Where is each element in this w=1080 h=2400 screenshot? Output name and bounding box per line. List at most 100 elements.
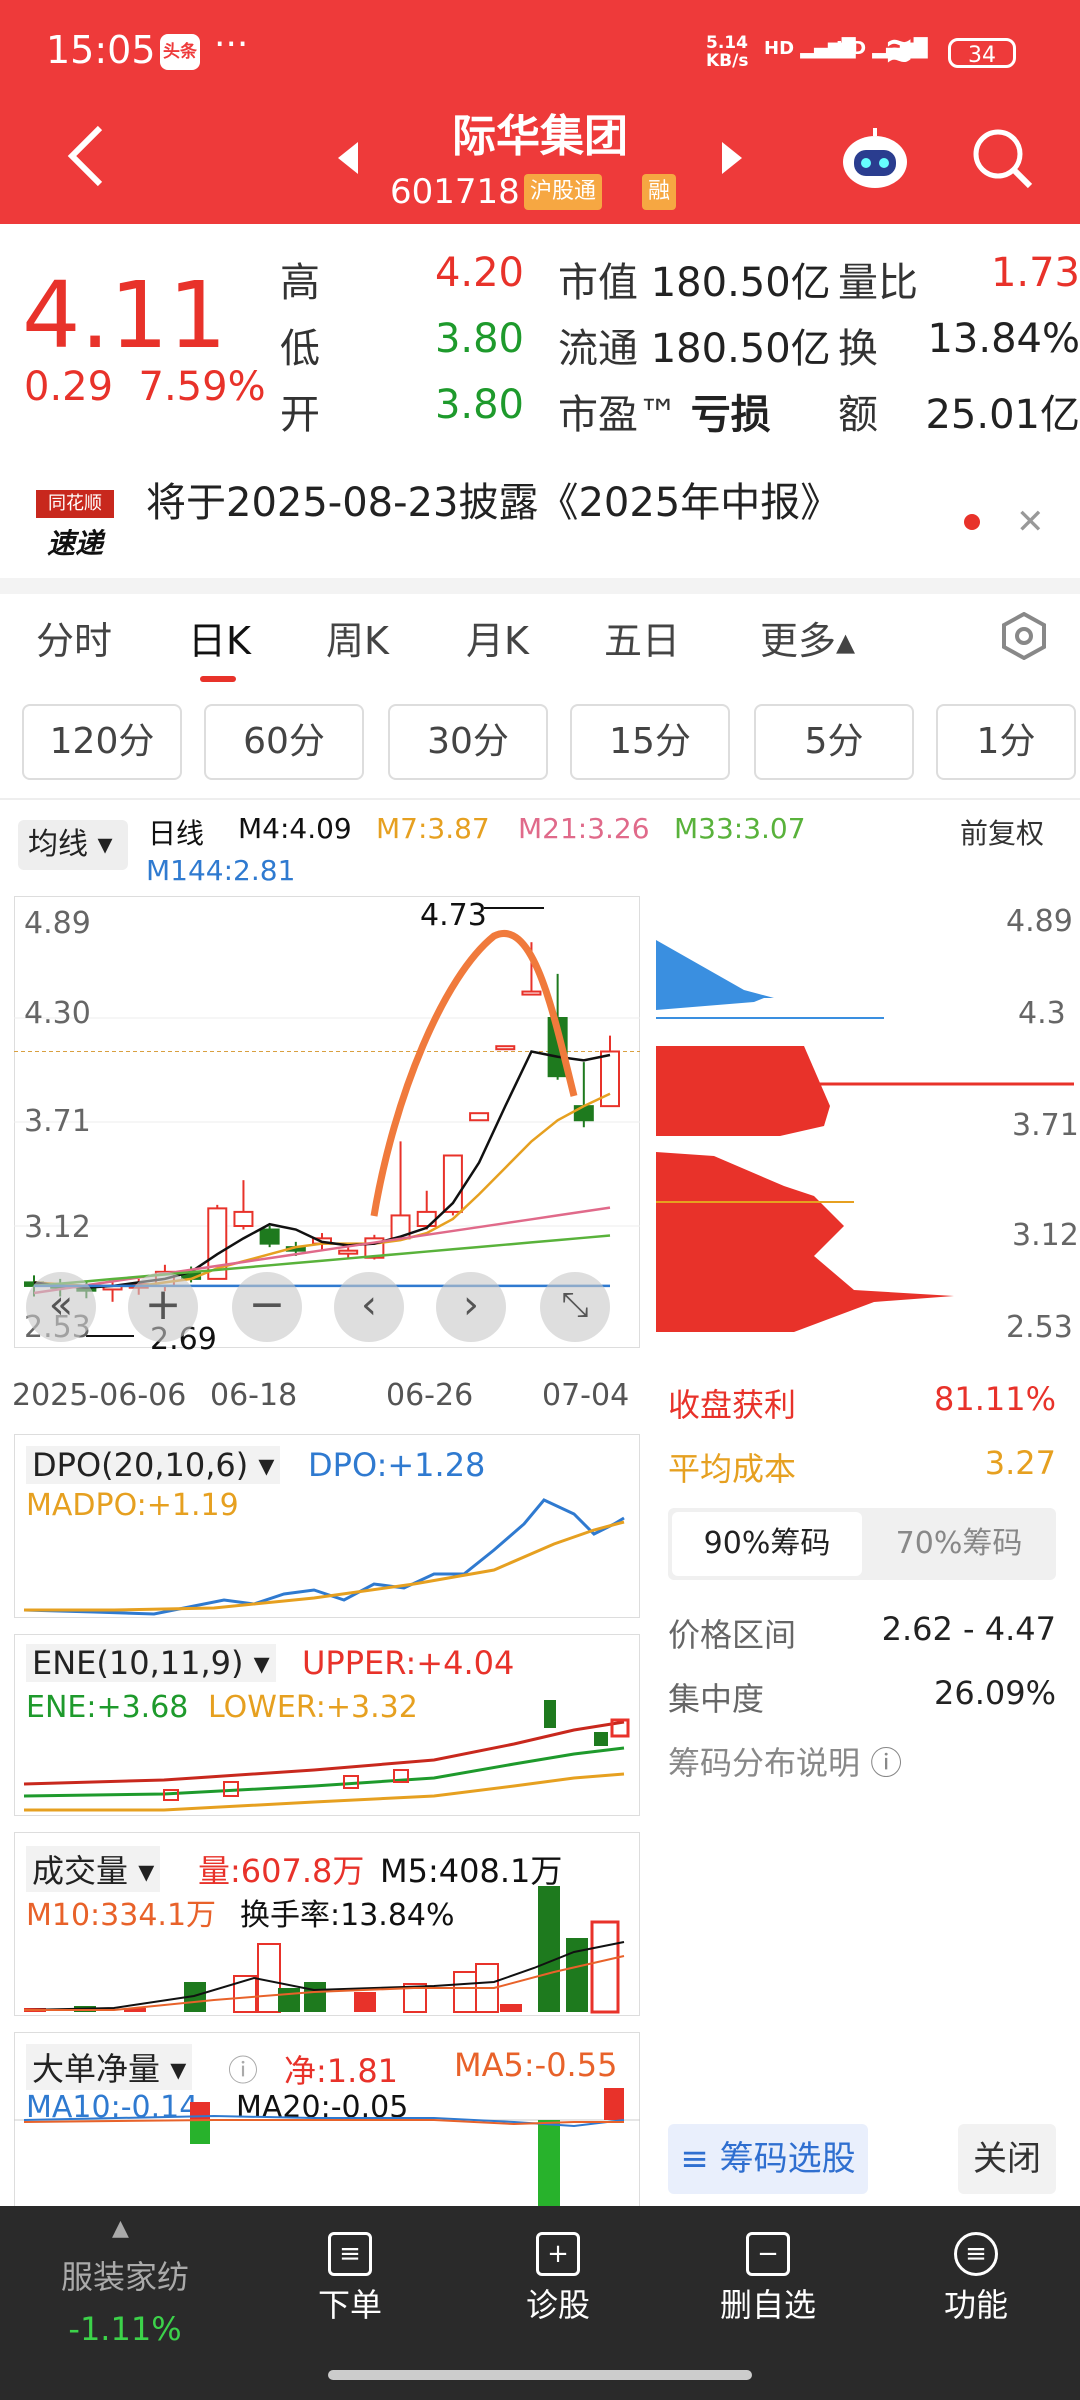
- function-icon[interactable]: ≡: [954, 2232, 998, 2276]
- range-label: 价格区间: [668, 1616, 797, 1654]
- remove-watchlist-icon[interactable]: −: [746, 2232, 790, 2276]
- signal-icon: HD ▂▄▆█: [764, 38, 856, 59]
- period-60m[interactable]: 60分: [204, 704, 364, 780]
- volume-panel: [14, 1832, 640, 2016]
- candle-body: [259, 1228, 280, 1245]
- amount-value: 25.01亿: [925, 392, 1080, 438]
- dpo-selector[interactable]: DPO(20,10,6) ▾: [26, 1446, 281, 1484]
- ths-logo-bottom: 速递: [46, 527, 103, 560]
- indicator-selector[interactable]: 均线 ▾: [18, 820, 128, 870]
- period-1m[interactable]: 1分: [936, 704, 1076, 780]
- nav-diagnose[interactable]: 诊股: [525, 2286, 590, 2324]
- tab-intraday[interactable]: 分时: [36, 619, 113, 663]
- back-icon[interactable]: [66, 124, 106, 192]
- madpo-value: MADPO:+1.19: [26, 1488, 239, 1523]
- sector-name[interactable]: 服装家纺: [60, 2258, 189, 2296]
- settings-icon[interactable]: [1000, 611, 1048, 664]
- price-change: 0.29 7.59%: [24, 364, 266, 410]
- nav-order[interactable]: 下单: [317, 2286, 382, 2324]
- tab-daily-k[interactable]: 日K: [188, 619, 251, 663]
- ma33-legend: M33:3.07: [674, 812, 806, 845]
- vr-label: 量比: [838, 260, 918, 306]
- tab-five-day[interactable]: 五日: [604, 619, 681, 663]
- ma4-line: [33, 1050, 611, 1289]
- dpo-panel: [14, 1434, 640, 1618]
- profit-value: 81.11%: [933, 1380, 1056, 1418]
- toutiao-badge-icon: 头条: [160, 34, 200, 70]
- help-icon[interactable]: ⓘ: [228, 2054, 258, 2089]
- mcap-label: 市值 180.50亿: [558, 260, 831, 306]
- tab-underline: [200, 676, 236, 682]
- annotation-stroke: [370, 930, 578, 1217]
- period-120m[interactable]: 120分: [22, 704, 182, 780]
- nav-remove-watchlist[interactable]: 删自选: [719, 2286, 816, 2324]
- zoom-in-icon[interactable]: +: [128, 1272, 198, 1342]
- kline-chart[interactable]: [14, 896, 640, 1348]
- float-label: 流通 180.50亿: [558, 326, 831, 372]
- volume-selector[interactable]: 成交量 ▾: [26, 1846, 161, 1892]
- concentration-value: 26.09%: [933, 1674, 1056, 1712]
- period-15m[interactable]: 15分: [570, 704, 730, 780]
- volume-m5: M5:408.1万: [380, 1852, 563, 1890]
- sector-change: -1.11%: [68, 2310, 182, 2348]
- open-label: 开: [280, 392, 320, 438]
- x-tick-0: 2025-06-06: [12, 1378, 187, 1413]
- close-notice-icon[interactable]: ✕: [1016, 502, 1045, 542]
- scroll-left-icon[interactable]: ‹: [334, 1272, 404, 1342]
- dpo-value: DPO:+1.28: [308, 1446, 486, 1484]
- turnover-value: 13.84%: [927, 316, 1080, 362]
- chip-y-3: 3.12: [1012, 1218, 1079, 1253]
- tab-weekly-k[interactable]: 周K: [326, 619, 389, 663]
- collapse-arrow-icon[interactable]: ▲: [112, 2216, 129, 2241]
- x-tick-1: 06-18: [210, 1378, 298, 1413]
- chip-y-2: 3.71: [1012, 1108, 1079, 1143]
- robot-icon[interactable]: [840, 126, 910, 196]
- chip-explain-link[interactable]: 筹码分布说明 ⓘ: [668, 1744, 903, 1782]
- amount-label: 额: [838, 392, 878, 438]
- y-tick-1: 4.30: [24, 996, 91, 1031]
- volume-turnover: 换手率:13.84%: [240, 1898, 455, 1933]
- bigorder-selector[interactable]: 大单净量 ▾: [26, 2044, 193, 2090]
- chip-select-button[interactable]: ≡ 筹码选股: [668, 2124, 868, 2194]
- volume-value: 量:607.8万: [198, 1852, 365, 1890]
- zoom-out-icon[interactable]: −: [232, 1272, 302, 1342]
- fullscreen-icon[interactable]: ⤡: [540, 1272, 610, 1342]
- chip-tab-70[interactable]: 70%筹码: [895, 1526, 1023, 1561]
- notice-text[interactable]: 将于2025-08-23披露《2025年中报》: [146, 480, 841, 526]
- ths-logo-top: 同花顺: [36, 490, 114, 518]
- chip-tab-90[interactable]: 90%筹码: [672, 1512, 862, 1576]
- nav-function[interactable]: 功能: [943, 2286, 1008, 2324]
- scroll-right-icon[interactable]: ›: [436, 1272, 506, 1342]
- next-stock-icon[interactable]: [720, 140, 744, 180]
- tab-monthly-k[interactable]: 月K: [466, 619, 529, 663]
- prev-stock-icon[interactable]: [336, 140, 360, 180]
- bigorder-chart: [14, 2088, 640, 2206]
- home-indicator[interactable]: [328, 2370, 752, 2380]
- period-30m[interactable]: 30分: [388, 704, 548, 780]
- period-5m[interactable]: 5分: [754, 704, 914, 780]
- close-chip-button[interactable]: 关闭: [958, 2124, 1056, 2194]
- volume-m10: M10:334.1万: [26, 1898, 217, 1933]
- ene-panel: [14, 1634, 640, 1816]
- diagnose-icon[interactable]: +: [536, 2232, 580, 2276]
- turnover-label: 换: [838, 326, 878, 372]
- high-mark: 4.73: [420, 898, 487, 933]
- low-value: 3.80: [434, 316, 524, 362]
- high-value: 4.20: [434, 250, 524, 296]
- pe-label: 市盈™ 亏损: [558, 392, 771, 438]
- wifi-icon: ≋: [884, 30, 915, 71]
- tab-more[interactable]: 更多▴: [760, 619, 856, 663]
- chip-y-1: 4.3: [1018, 996, 1066, 1031]
- chip-distribution-chart: [656, 940, 1074, 1332]
- order-icon[interactable]: ≡: [328, 2232, 372, 2276]
- bigorder-net: 净:1.81: [284, 2052, 399, 2090]
- rewind-icon[interactable]: «: [26, 1272, 96, 1342]
- bottom-nav: [0, 2206, 1080, 2400]
- dpo-chart: [23, 1498, 625, 1616]
- low-label: 低: [280, 326, 320, 372]
- concentration-label: 集中度: [668, 1680, 765, 1718]
- search-icon[interactable]: [970, 126, 1034, 194]
- adjust-label[interactable]: 前复权: [960, 817, 1045, 850]
- ene-selector[interactable]: ENE(10,11,9) ▾: [26, 1644, 276, 1682]
- chip-y-0: 4.89: [1006, 904, 1073, 939]
